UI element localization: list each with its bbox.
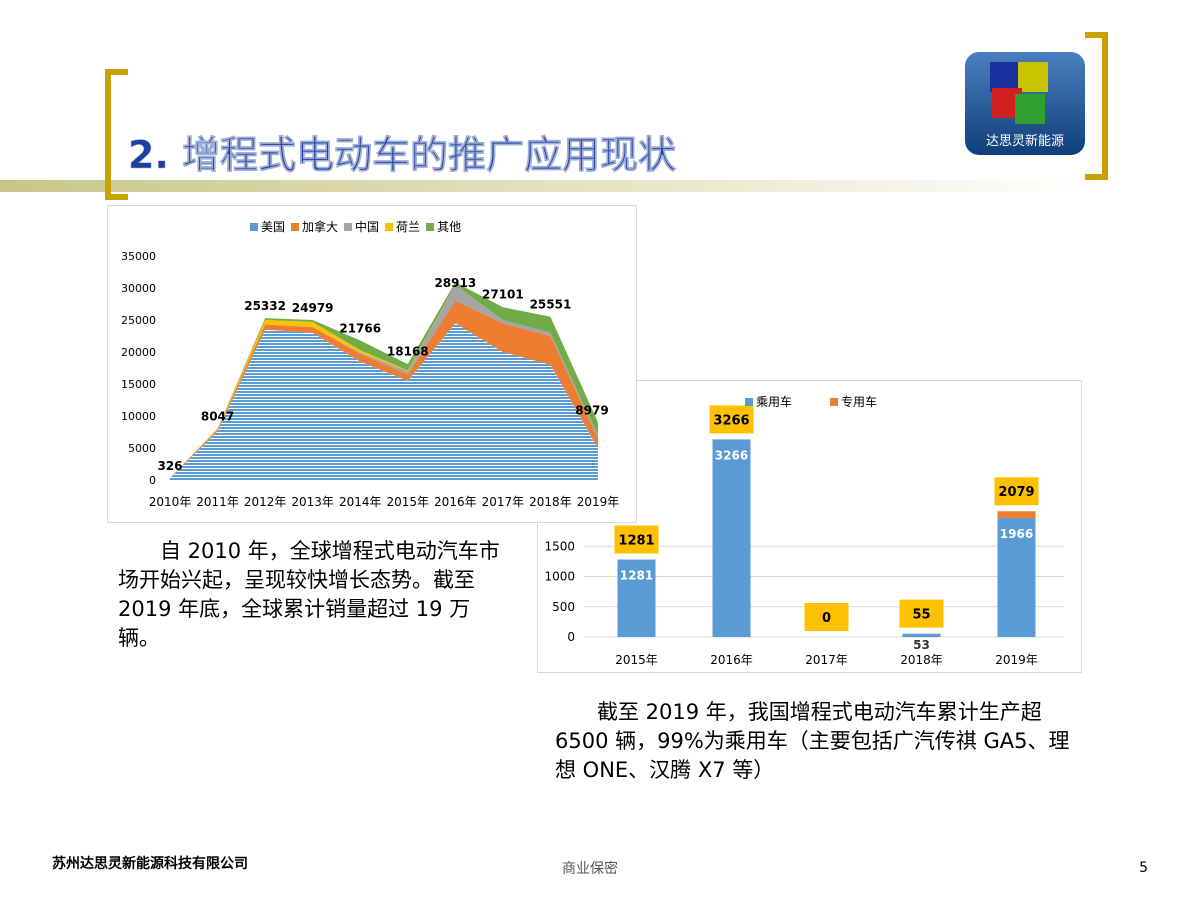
bar	[997, 511, 1036, 519]
y-tick-label: 35000	[121, 250, 156, 263]
total-box	[994, 477, 1039, 506]
total-box	[614, 525, 659, 554]
bar	[997, 518, 1036, 637]
total-label: 21766	[339, 322, 381, 336]
x-tick-label: 2014年	[339, 495, 382, 509]
x-tick-label: 2019年	[577, 495, 620, 509]
left-bracket	[105, 69, 128, 200]
y-tick-label: 0	[567, 630, 575, 644]
logo-cube	[1018, 62, 1048, 92]
data-label: 3266	[715, 448, 748, 462]
legend-swatch	[344, 223, 353, 231]
legend-label: 乘用车	[756, 394, 792, 409]
x-tick-label: 2015年	[615, 653, 658, 667]
x-tick-label: 2011年	[196, 495, 239, 509]
total-label: 27101	[482, 288, 524, 302]
bar	[617, 559, 656, 637]
page-number: 5	[1139, 860, 1148, 876]
bar	[712, 439, 751, 637]
logo-cube	[990, 62, 1020, 92]
total-label: 18168	[387, 345, 429, 359]
legend-label: 中国	[355, 219, 379, 234]
y-tick-label: 25000	[121, 314, 156, 327]
total-label: 1281	[618, 533, 654, 548]
legend-label: 其他	[437, 220, 461, 234]
x-tick-label: 2019年	[995, 653, 1038, 667]
x-tick-label: 2018年	[900, 653, 943, 667]
x-tick-label: 2018年	[529, 495, 572, 509]
legend-swatch	[291, 223, 300, 231]
total-label: 25551	[530, 297, 572, 311]
y-tick-label: 15000	[121, 378, 156, 391]
legend-swatch	[250, 223, 258, 231]
x-tick-label: 2015年	[387, 495, 430, 509]
logo-cube	[1015, 94, 1045, 124]
legend-swatch	[830, 398, 839, 406]
x-tick-label: 2016年	[434, 495, 477, 509]
total-label: 2079	[998, 485, 1034, 500]
total-label: 24979	[292, 301, 334, 315]
paragraph: 截至 2019 年，我国增程式电动汽车累计生产超 6500 辆，99%为乘用车（…	[555, 700, 1070, 782]
total-box	[804, 603, 849, 631]
x-tick-label: 2017年	[482, 495, 525, 509]
x-tick-label: 2010年	[149, 495, 192, 509]
area	[170, 323, 598, 480]
paragraph: 自 2010 年，全球增程式电动汽车市场开始兴起，呈现较快增长态势。截至 201…	[118, 539, 500, 650]
total-label: 25332	[244, 299, 286, 313]
right-bracket	[1085, 32, 1108, 180]
y-tick-label: 30000	[121, 282, 156, 295]
total-label: 326	[157, 459, 182, 473]
y-tick-label: 0	[149, 474, 156, 487]
y-tick-label: 5000	[128, 442, 156, 455]
y-tick-label: 1000	[544, 570, 575, 584]
bar	[902, 633, 941, 637]
legend-swatch	[426, 223, 435, 231]
slide-title: 2. 增程式电动车的推广应用现状	[128, 133, 677, 177]
total-label: 8979	[575, 404, 608, 418]
footer-company: 苏州达思灵新能源科技有限公司	[52, 855, 248, 872]
logo-text: 达思灵新能源	[986, 133, 1064, 149]
y-tick-label: 1500	[544, 539, 575, 553]
y-tick-label: 500	[552, 600, 575, 614]
data-label: 1281	[620, 568, 653, 582]
legend-swatch	[385, 223, 394, 231]
total-label: 55	[912, 608, 930, 623]
x-tick-label: 2013年	[291, 495, 334, 509]
total-label: 8047	[201, 409, 234, 423]
x-tick-label: 2016年	[710, 653, 753, 667]
legend-label: 美国	[261, 220, 285, 234]
legend-swatch	[745, 398, 753, 406]
total-box	[709, 405, 754, 434]
data-label: 53	[913, 638, 930, 652]
total-label: 0	[822, 611, 831, 626]
total-label: 3266	[713, 413, 749, 428]
title-band	[0, 180, 1080, 192]
footer-note: 商业保密	[562, 860, 618, 877]
legend-label: 加拿大	[302, 219, 338, 234]
x-tick-label: 2017年	[805, 653, 848, 667]
y-tick-label: 20000	[121, 346, 156, 359]
y-tick-label: 10000	[121, 410, 156, 423]
data-label: 1966	[1000, 527, 1033, 541]
legend-label: 专用车	[841, 394, 877, 409]
total-box	[899, 599, 944, 628]
total-label: 28913	[434, 276, 476, 290]
x-tick-label: 2012年	[244, 495, 287, 509]
chart-global: 0 5000 10000 15000 20000 25000 30000 35000 2010年…	[107, 205, 637, 523]
legend-label: 荷兰	[396, 220, 420, 234]
